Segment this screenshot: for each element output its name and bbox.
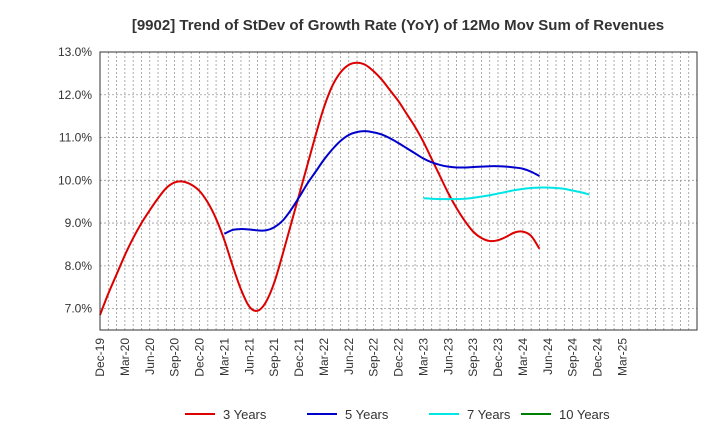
y-tick-label: 8.0%: [65, 259, 93, 273]
x-tick-label: Dec-22: [392, 338, 406, 377]
legend: 3 Years 5 Years 7 Years 10 Years: [185, 407, 610, 422]
x-tick-label: Mar-25: [615, 338, 629, 376]
legend-label-3-years: 3 Years: [223, 407, 267, 422]
x-tick-label: Dec-20: [193, 338, 207, 377]
x-tick-label: Mar-22: [317, 338, 331, 376]
legend-label-10-years: 10 Years: [559, 407, 610, 422]
x-tick-label: Mar-21: [217, 338, 231, 376]
y-axis-labels: 7.0% 8.0% 9.0% 10.0% 11.0% 12.0% 13.0%: [58, 45, 92, 316]
x-tick-label: Jun-23: [441, 338, 455, 375]
x-tick-label: Sep-24: [566, 338, 580, 377]
series-line-3-years: [99, 61, 541, 316]
x-tick-label: Mar-23: [416, 338, 430, 376]
legend-label-7-years: 7 Years: [467, 407, 511, 422]
x-tick-label: Mar-24: [516, 338, 530, 376]
y-tick-label: 11.0%: [59, 131, 92, 145]
plot-frame: [99, 51, 698, 331]
grid-lines: [100, 51, 697, 330]
x-tick-label: Jun-22: [342, 338, 356, 375]
legend-label-5-years: 5 Years: [345, 407, 389, 422]
y-tick-label: 7.0%: [65, 302, 93, 316]
x-tick-label: Sep-20: [168, 338, 182, 377]
chart-title: [9902] Trend of StDev of Growth Rate (Yo…: [132, 17, 664, 34]
x-tick-label: Dec-21: [292, 338, 306, 377]
x-tick-label: Sep-21: [267, 338, 281, 377]
series-line-5-years: [223, 130, 540, 235]
x-tick-label: Jun-24: [541, 338, 555, 375]
y-tick-label: 12.0%: [58, 88, 92, 102]
series-line-7-years: [423, 186, 590, 201]
y-tick-label: 9.0%: [65, 216, 93, 230]
x-axis-labels: Dec-19 Mar-20 Jun-20 Sep-20 Dec-20 Mar-21 Jun-…: [93, 338, 629, 377]
x-tick-label: Jun-21: [242, 338, 256, 375]
x-tick-label: Dec-24: [591, 338, 605, 377]
x-tick-label: Jun-20: [143, 338, 157, 375]
x-tick-label: Sep-22: [367, 338, 381, 377]
series-lines: [99, 61, 590, 316]
x-tick-label: Sep-23: [466, 338, 480, 377]
x-tick-label: Dec-19: [93, 338, 107, 377]
x-tick-label: Mar-20: [118, 338, 132, 376]
y-tick-label: 13.0%: [58, 45, 92, 59]
y-tick-label: 10.0%: [58, 173, 92, 187]
x-tick-label: Dec-23: [491, 338, 505, 377]
